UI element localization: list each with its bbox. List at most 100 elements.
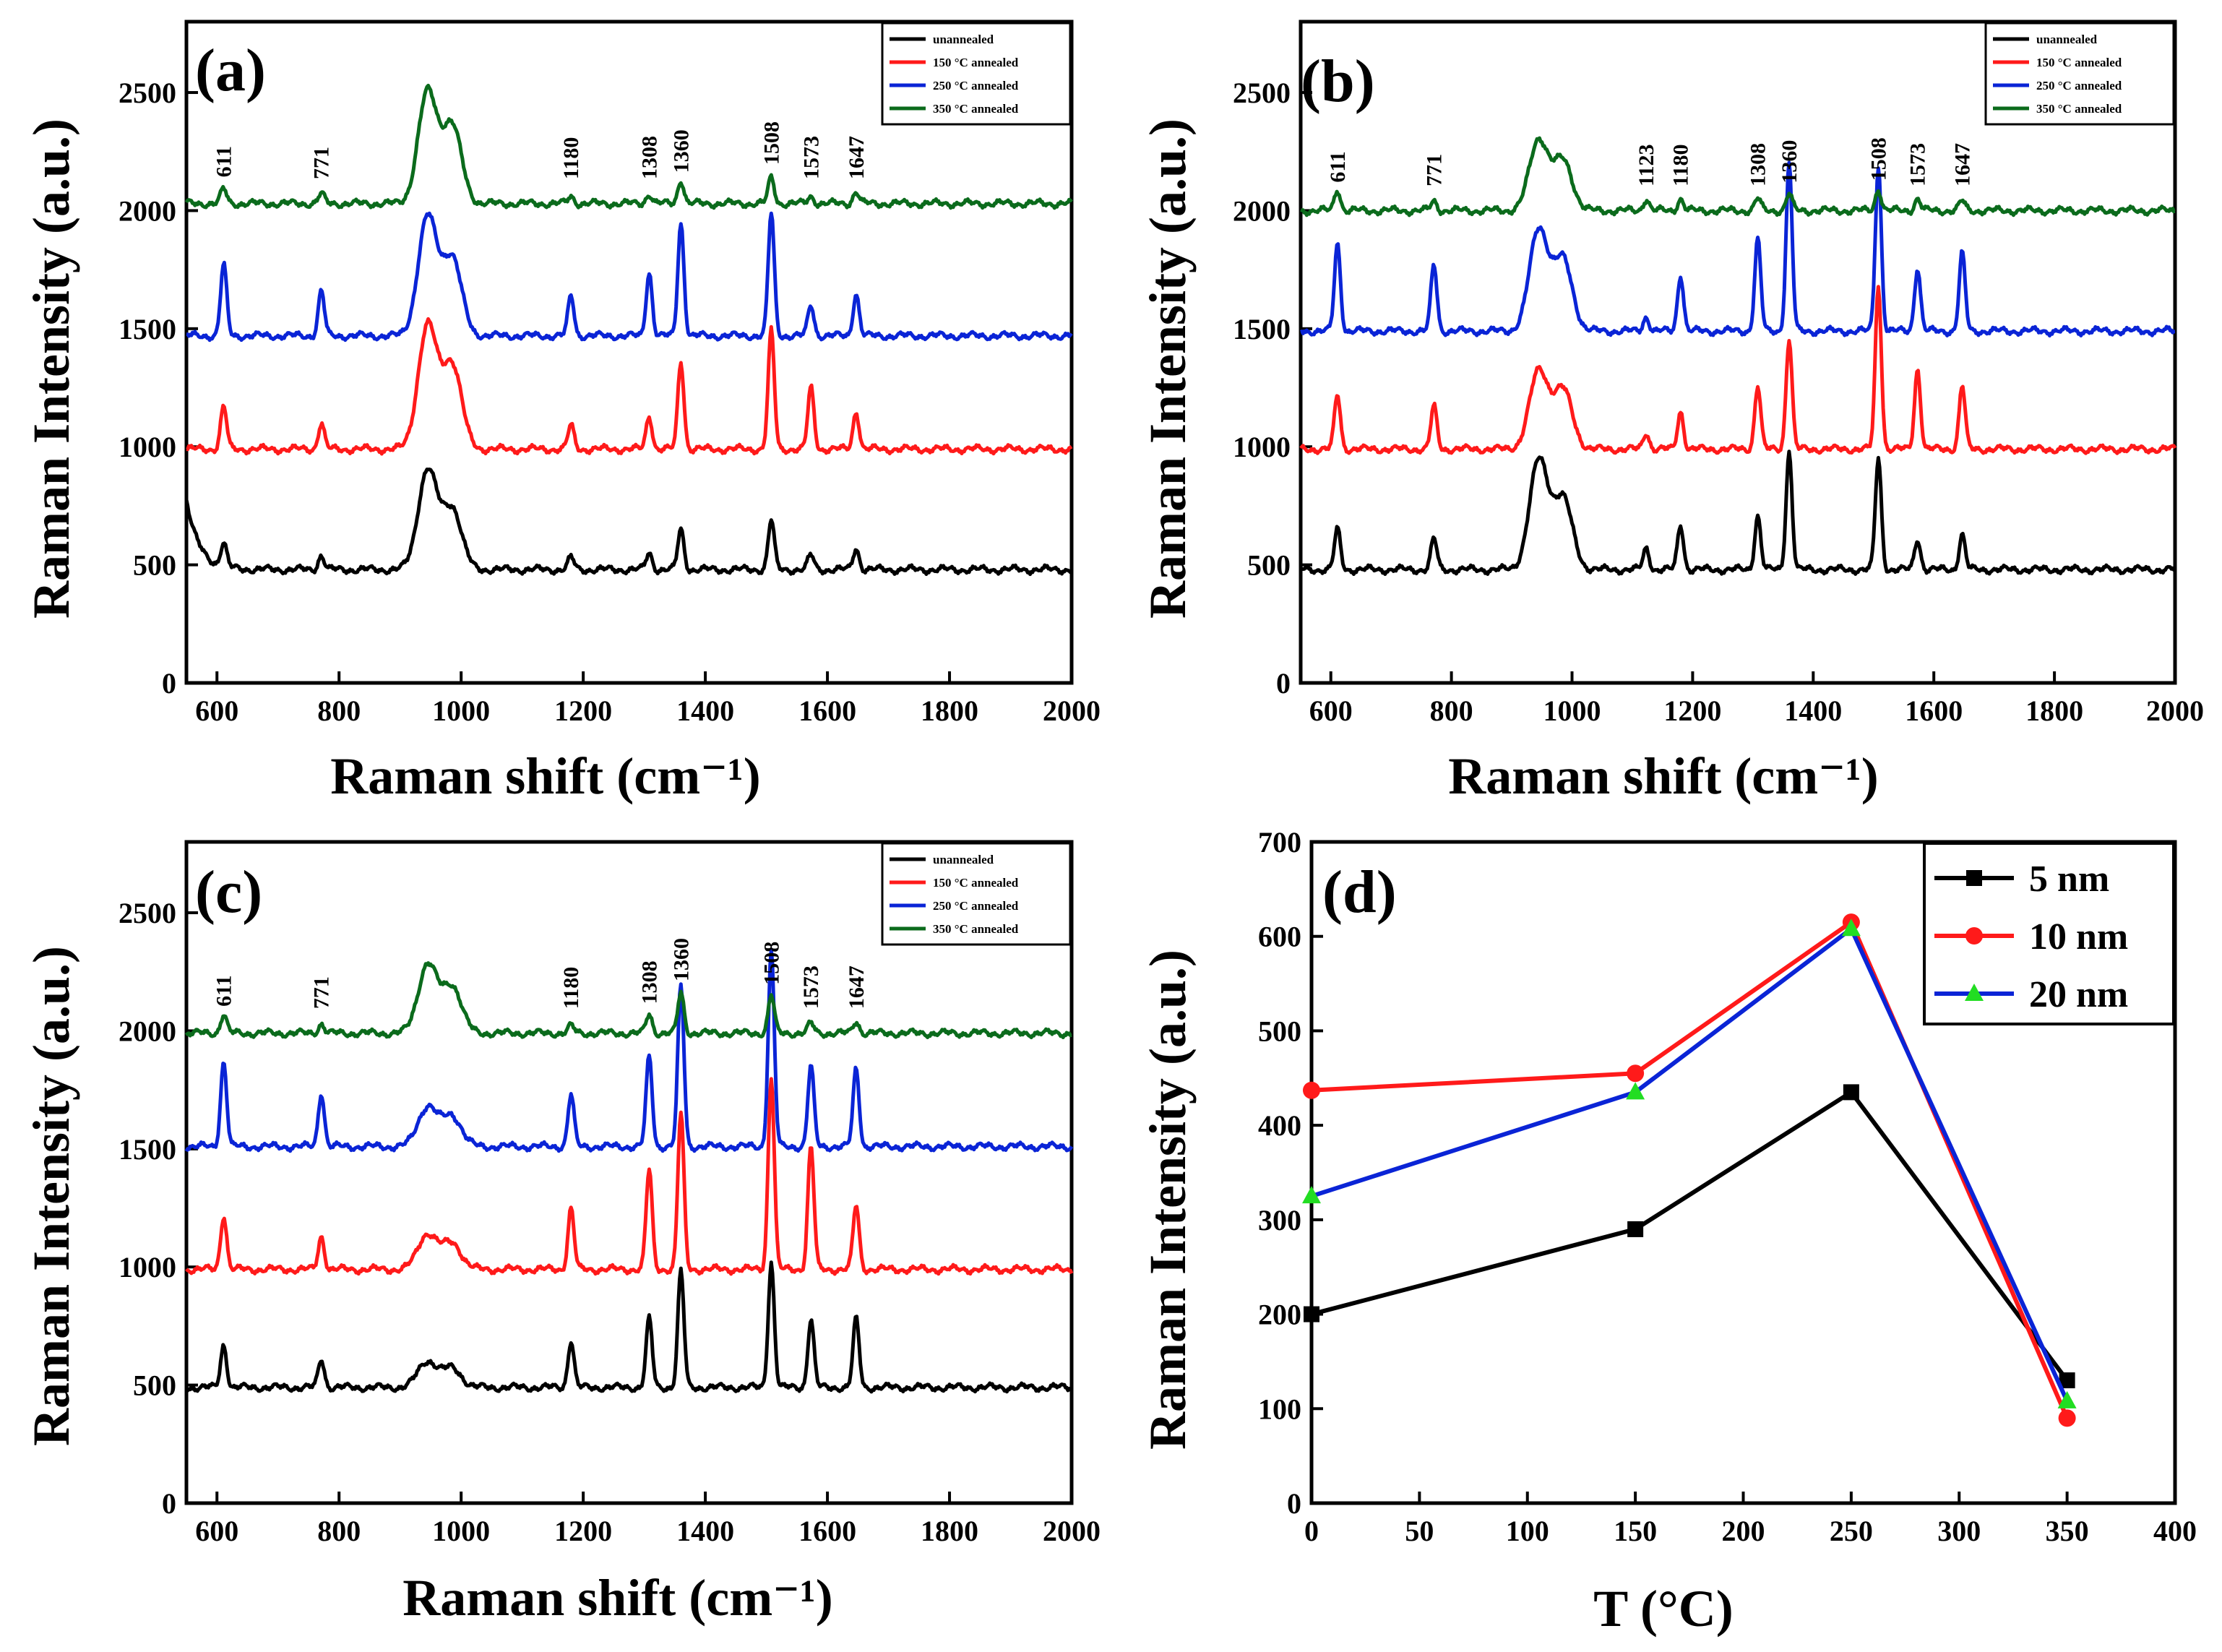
panel-a-label: (a) (195, 37, 266, 104)
panel-d-point-20nm (1302, 1186, 1321, 1204)
panel-b-legend-label: 350 °C annealed (2036, 102, 2122, 116)
panel-b-x-tick-label: 600 (1309, 694, 1353, 727)
panel-d-label: (d) (1322, 859, 1397, 926)
panel-d-x-tick-label: 50 (1405, 1515, 1434, 1547)
panel-b-x-tick-label: 800 (1430, 694, 1473, 727)
panel-d-x-tick-label: 150 (1614, 1515, 1657, 1547)
panel-d-point-5nm (2059, 1372, 2075, 1389)
panel-c-series-3 (184, 961, 1072, 1040)
panel-c-y-tick-label: 1500 (119, 1133, 176, 1166)
panel-d-x-tick-label: 350 (2046, 1515, 2089, 1547)
panel-b-peak-label: 1360 (1778, 140, 1801, 184)
panel-a-peak-label: 1508 (759, 121, 783, 165)
panel-a-legend-label: 250 °C annealed (933, 79, 1019, 93)
panel-a-x-tick-label: 2000 (1043, 694, 1101, 727)
panel-c-x-tick-label: 800 (317, 1515, 361, 1547)
panel-d-point-10nm (1303, 1081, 1320, 1099)
panel-a-peak-label: 771 (310, 147, 334, 179)
panel-a: (a) Raman shift (cm⁻¹) Raman Intensity (… (22, 20, 1101, 805)
panel-a-peak-label: 611 (212, 146, 236, 177)
panel-a-peak-label: 1573 (799, 136, 823, 179)
panel-c: (c) Raman shift (cm⁻¹) Raman Intensity (… (22, 840, 1101, 1627)
panel-d-x-tick-label: 100 (1506, 1515, 1549, 1547)
panel-b-axes-frame (1299, 20, 2177, 685)
panel-b-y-tick-label: 1000 (1233, 431, 1291, 463)
panel-b-legend-label: 250 °C annealed (2036, 79, 2122, 93)
panel-b-series-0 (1300, 449, 2177, 576)
panel-c-legend-label: unannealed (933, 853, 994, 866)
panel-b-legend-label: 150 °C annealed (2036, 56, 2122, 69)
panel-a-y-tick-label: 500 (133, 549, 176, 582)
panel-d-legend-label: 5 nm (2029, 859, 2109, 900)
panel-b-series-2 (1299, 160, 2176, 337)
panel-c-x-tick-label: 2000 (1043, 1515, 1101, 1547)
panel-b-peak-label: 1123 (1635, 144, 1658, 186)
panel-d: (d) T (°C) Raman Intensity (a.u.) 0 50 100… (1139, 826, 2197, 1638)
panel-a-x-axis-title: Raman shift (cm⁻¹) (330, 747, 761, 805)
panel-a-x-tick-label: 1600 (798, 694, 856, 727)
panel-a-series-0 (184, 468, 1073, 577)
panel-b-x-tick-label: 1600 (1905, 694, 1963, 727)
panel-b-legend-label: unannealed (2036, 33, 2098, 46)
panel-b-peak-label: 1647 (1950, 143, 1974, 186)
panel-c-y-tick-label: 2000 (119, 1015, 176, 1047)
panel-c-x-tick-label: 1400 (676, 1515, 734, 1547)
panel-c-x-tick-label: 600 (195, 1515, 238, 1547)
panel-a-peak-label: 1180 (559, 137, 583, 179)
panel-c-legend-label: 150 °C annealed (933, 876, 1019, 890)
panel-a-x-tick-label: 600 (195, 694, 238, 727)
panel-a-series-2 (186, 211, 1073, 343)
panel-c-x-axis-title: Raman shift (cm⁻¹) (402, 1569, 833, 1627)
panel-b-label: (b) (1301, 48, 1375, 115)
panel-c-peak-label: 1360 (669, 938, 693, 981)
panel-d-series-line-0 (1311, 1089, 2070, 1382)
panel-c-peak-label: 1308 (637, 960, 661, 1004)
panel-d-point-20nm (1841, 919, 1861, 937)
panel-b-x-axis-title: Raman shift (cm⁻¹) (1448, 747, 1879, 805)
panel-b-peak-label: 771 (1422, 154, 1446, 186)
panel-a-legend-label: unannealed (933, 33, 994, 46)
panel-c-legend-label: 350 °C annealed (933, 922, 1019, 936)
panel-a-series-1 (186, 317, 1073, 456)
panel-b-y-tick-label: 500 (1247, 549, 1291, 582)
panel-c-y-axis-title: Raman Intensity (a.u.) (22, 946, 80, 1446)
panel-b-x-tick-label: 2000 (2146, 694, 2204, 727)
panel-a-peak-label: 1308 (637, 136, 661, 179)
panel-b-series-3 (1300, 136, 2176, 218)
panel-d-point-10nm (1627, 1064, 1645, 1083)
panel-d-y-axis-title: Raman Intensity (a.u.) (1139, 950, 1197, 1450)
panel-c-x-tick-label: 1000 (432, 1515, 490, 1547)
panel-c-peak-label: 1647 (845, 965, 869, 1009)
panel-b-y-tick-label: 0 (1276, 667, 1291, 700)
panel-d-legend-label: 10 nm (2029, 916, 2128, 958)
panel-a-y-tick-label: 2500 (119, 77, 176, 109)
panel-b-peak-label: 1573 (1906, 143, 1930, 186)
panel-b-y-tick-label: 2500 (1233, 77, 1291, 109)
panel-d-legend-marker (1965, 927, 1983, 945)
panel-a-axes-frame (184, 20, 1074, 685)
panel-c-y-tick-label: 1000 (119, 1251, 176, 1283)
panel-d-y-tick-label: 400 (1258, 1109, 1301, 1142)
panel-d-y-tick-label: 500 (1258, 1015, 1301, 1047)
panel-c-y-tick-label: 0 (162, 1487, 176, 1520)
panel-c-axes-frame (184, 840, 1074, 1505)
panel-c-peak-label: 611 (212, 975, 236, 1006)
panel-d-point-5nm (1627, 1221, 1644, 1237)
panel-c-series-1 (185, 1077, 1074, 1276)
panel-d-x-axis-title: T (°C) (1593, 1580, 1733, 1638)
panel-d-y-tick-label: 100 (1258, 1393, 1301, 1425)
panel-b-x-tick-label: 1000 (1543, 694, 1601, 727)
panel-c-series-0 (185, 1260, 1074, 1394)
panel-a-x-tick-label: 1400 (676, 694, 734, 727)
panel-d-legend-label: 20 nm (2029, 974, 2128, 1015)
panel-c-peak-label: 1180 (559, 967, 583, 1009)
panel-b-y-axis-title: Raman Intensity (a.u.) (1139, 119, 1197, 619)
panel-a-y-tick-label: 0 (162, 667, 176, 700)
panel-d-point-20nm (1626, 1082, 1645, 1100)
panel-d-x-tick-label: 300 (1937, 1515, 1981, 1547)
panel-a-legend-label: 150 °C annealed (933, 56, 1019, 69)
panel-c-peak-label: 771 (310, 976, 334, 1009)
panel-d-series-line-2 (1311, 925, 2070, 1403)
panel-d-point-5nm (1304, 1306, 1319, 1322)
panel-d-legend-marker (1965, 984, 1984, 1001)
